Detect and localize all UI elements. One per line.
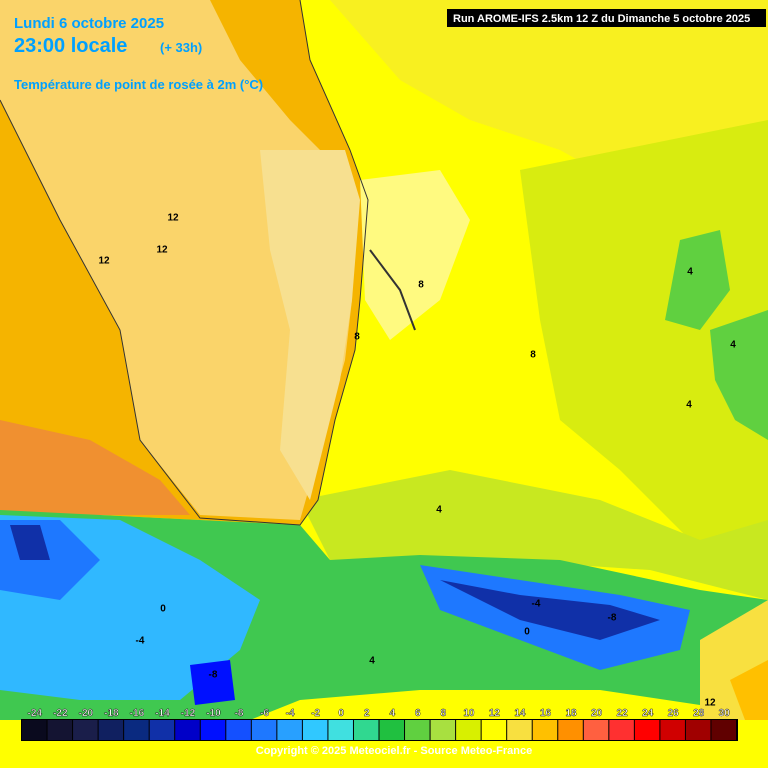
contour-label: 0 [524, 627, 530, 638]
contour-label: 12 [704, 698, 716, 709]
colorbar-label: 6 [415, 708, 421, 719]
land-zone [710, 310, 768, 440]
colorbar-label: 4 [389, 708, 395, 719]
colorbar-label: -4 [286, 708, 295, 719]
colorbar-swatch [47, 720, 73, 740]
colorbar-label: 22 [617, 708, 629, 719]
contour-label: -4 [532, 599, 541, 610]
colorbar-label: 0 [338, 708, 344, 719]
colorbar-label: 20 [591, 708, 603, 719]
run-info: Run AROME-IFS 2.5km 12 Z du Dimanche 5 o… [453, 13, 750, 25]
contour-label: 12 [156, 245, 168, 256]
contour-label: -8 [209, 670, 218, 681]
colorbar-label: 10 [463, 708, 475, 719]
contour-label: 4 [369, 656, 375, 667]
colorbar-label: 24 [642, 708, 654, 719]
colorbar-label: 2 [364, 708, 370, 719]
colorbar-swatch [507, 720, 532, 740]
colorbar-label: -20 [79, 708, 94, 719]
colorbar-swatch [251, 720, 277, 740]
time: 23:00 locale [14, 35, 127, 57]
colorbar-label: -12 [181, 708, 196, 719]
colorbar-swatch [609, 720, 634, 740]
contour-labels: 12 12 12 8 8 8 4 4 4 4 0 -4 -8 -4 -8 0 4 12 [98, 213, 736, 709]
colorbar-label: 28 [693, 708, 705, 719]
colorbar-swatch [226, 720, 251, 740]
lead-time: (+ 33h) [160, 40, 202, 55]
ocean-zone [0, 420, 190, 515]
colorbar-swatch [660, 720, 685, 740]
estuary [369, 249, 416, 331]
colorbar-swatch [98, 720, 124, 740]
land-zone [360, 170, 470, 340]
coastline [0, 0, 369, 526]
colorbar-swatch [456, 720, 481, 740]
colorbar-swatch [200, 720, 226, 740]
ocean-zone [260, 150, 360, 500]
colorbar-label: 16 [540, 708, 552, 719]
land-zone [190, 660, 235, 705]
land-zone [730, 660, 768, 720]
colorbar-swatch [302, 720, 328, 740]
colorbar-label: -10 [206, 708, 221, 719]
colorbar-label: -16 [130, 708, 145, 719]
colorbar-label: -6 [260, 708, 269, 719]
colorbar-swatch [175, 720, 200, 740]
colorbar-label: -8 [235, 708, 244, 719]
colorbar: -24 -22 -20 -18 -16 -14 -12 -10 -8 -6 -4 -2 0 2 4 6 8 10 1… [21, 708, 738, 741]
contour-label: -4 [136, 636, 145, 647]
date: Lundi 6 octobre 2025 [14, 15, 164, 32]
colorbar-swatch [558, 720, 583, 740]
colorbar-swatch [328, 720, 353, 740]
colorbar-swatch [685, 720, 711, 740]
land-zone [10, 525, 50, 560]
run-box [447, 9, 766, 27]
colorbar-swatch [277, 720, 302, 740]
contour-label: -8 [608, 613, 617, 624]
land-zone [300, 470, 768, 600]
colorbar-swatch [124, 720, 149, 740]
colorbar-swatch [532, 720, 558, 740]
copyright: Copyright © 2025 Meteociel.fr - Source M… [256, 745, 532, 757]
colorbar-label: 26 [668, 708, 680, 719]
colorbar-swatch [583, 720, 609, 740]
colorbar-label: 18 [565, 708, 577, 719]
contour-label: 4 [687, 267, 693, 278]
colorbar-label: 14 [514, 708, 526, 719]
colorbar-swatch [634, 720, 660, 740]
contour-label: 8 [418, 280, 424, 291]
colorbar-swatch [405, 720, 430, 740]
contour-label: 0 [160, 604, 166, 615]
land-zone [330, 0, 768, 300]
variable: Température de point de rosée à 2m (°C) [14, 77, 263, 92]
colorbar-swatch [430, 720, 456, 740]
colorbar-label: -2 [311, 708, 320, 719]
contour-label: 12 [167, 213, 179, 224]
contour-label: 12 [98, 256, 110, 267]
land-zone [665, 230, 730, 330]
colorbar-label: -24 [28, 708, 43, 719]
land-zone [440, 580, 660, 640]
contour-label: 4 [686, 400, 692, 411]
colorbar-label: -18 [104, 708, 119, 719]
colorbar-label: -14 [155, 708, 170, 719]
colorbar-swatch [353, 720, 379, 740]
contour-label: 4 [436, 505, 442, 516]
ocean-zone [0, 0, 355, 520]
colorbar-swatch [149, 720, 175, 740]
colorbar-swatch [22, 720, 47, 740]
colorbar-swatch [73, 720, 98, 740]
land-zone [520, 120, 768, 560]
colorbar-label: 30 [719, 708, 731, 719]
colorbar-label: -22 [53, 708, 68, 719]
contour-label: 8 [354, 332, 360, 343]
contour-label: 4 [730, 340, 736, 351]
colorbar-swatch [481, 720, 507, 740]
colorbar-label: 8 [441, 708, 447, 719]
colorbar-swatch [711, 720, 736, 740]
colorbar-label: 12 [489, 708, 501, 719]
contour-label: 8 [530, 350, 536, 361]
colorbar-swatch [379, 720, 405, 740]
